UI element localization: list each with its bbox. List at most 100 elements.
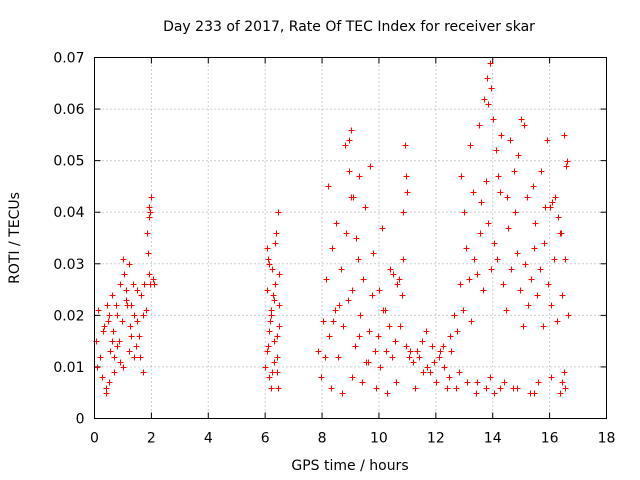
data-point (360, 276, 367, 283)
data-point (355, 256, 362, 263)
data-point (379, 225, 386, 232)
data-point (491, 390, 498, 397)
data-point (424, 364, 431, 371)
data-point (504, 194, 511, 201)
data-point (348, 127, 355, 134)
data-point (127, 323, 134, 330)
data-point (488, 85, 495, 92)
y-tick-labels: 0 0.01 0.02 0.03 0.04 0.05 0.06 0.07 (53, 51, 84, 428)
data-point (109, 292, 116, 299)
data-point (269, 266, 276, 273)
data-point (493, 147, 500, 154)
data-point (107, 348, 114, 355)
data-point (145, 250, 152, 257)
data-point (114, 343, 121, 350)
data-point (520, 323, 527, 330)
data-point (403, 343, 410, 350)
data-point (131, 312, 138, 319)
data-point (393, 379, 400, 386)
data-point (400, 256, 407, 263)
data-point (473, 390, 480, 397)
data-point (524, 194, 531, 201)
y-axis-title: ROTI / TECUs (7, 192, 23, 284)
data-point (488, 266, 495, 273)
data-point (458, 173, 465, 180)
data-point (330, 318, 337, 325)
y-tick-label: 0.02 (53, 308, 84, 324)
data-point (451, 312, 458, 319)
x-tick-label: 0 (90, 431, 99, 447)
x-tick-label: 12 (427, 431, 445, 447)
data-point (559, 292, 566, 299)
data-point (419, 338, 426, 345)
data-point (436, 354, 443, 361)
data-point (457, 281, 464, 288)
data-point (463, 245, 470, 252)
data-point (274, 354, 281, 361)
data-point (271, 338, 278, 345)
data-point (497, 385, 504, 392)
data-point (270, 292, 277, 299)
data-point (404, 189, 411, 196)
data-point (336, 302, 343, 309)
data-point (274, 333, 281, 340)
data-point (133, 343, 140, 350)
data-point (512, 209, 519, 216)
data-point (420, 369, 427, 376)
x-tick-label: 10 (370, 431, 388, 447)
data-point (373, 385, 380, 392)
data-point (548, 302, 555, 309)
axis-ticks (94, 57, 607, 419)
data-point (369, 292, 376, 299)
data-point (111, 369, 118, 376)
data-point (477, 230, 484, 237)
data-point (320, 318, 327, 325)
data-point (429, 343, 436, 350)
data-point (134, 318, 141, 325)
data-point (264, 348, 271, 355)
data-point (562, 256, 569, 263)
data-point (440, 343, 447, 350)
data-point (114, 312, 121, 319)
data-point (275, 209, 282, 216)
data-point (131, 354, 138, 361)
data-point (487, 60, 494, 67)
data-point (376, 287, 383, 294)
data-point (335, 354, 342, 361)
data-point (532, 220, 539, 227)
data-point (485, 220, 492, 227)
data-point (397, 323, 404, 330)
data-point (113, 302, 120, 309)
data-point (109, 338, 116, 345)
data-point (511, 168, 518, 175)
data-point (501, 379, 508, 386)
data-point (544, 137, 551, 144)
data-point (339, 390, 346, 397)
x-tick-label: 2 (147, 431, 156, 447)
data-point (105, 318, 112, 325)
data-point (349, 374, 356, 381)
data-point (343, 230, 350, 237)
data-point (146, 204, 153, 211)
data-point (333, 220, 340, 227)
data-point (119, 318, 126, 325)
data-point (531, 245, 538, 252)
data-point (104, 302, 111, 309)
data-point (264, 245, 271, 252)
data-point (110, 328, 117, 335)
data-point (117, 359, 124, 366)
data-point (517, 287, 524, 294)
data-point (416, 354, 423, 361)
data-point (106, 312, 113, 319)
data-point (323, 276, 330, 283)
data-point (338, 266, 345, 273)
data-point (518, 116, 525, 123)
data-point (99, 374, 106, 381)
data-point (95, 307, 102, 314)
data-point (528, 276, 535, 283)
data-point (356, 173, 363, 180)
data-point (545, 281, 552, 288)
data-point (147, 281, 154, 288)
data-point (272, 281, 279, 288)
